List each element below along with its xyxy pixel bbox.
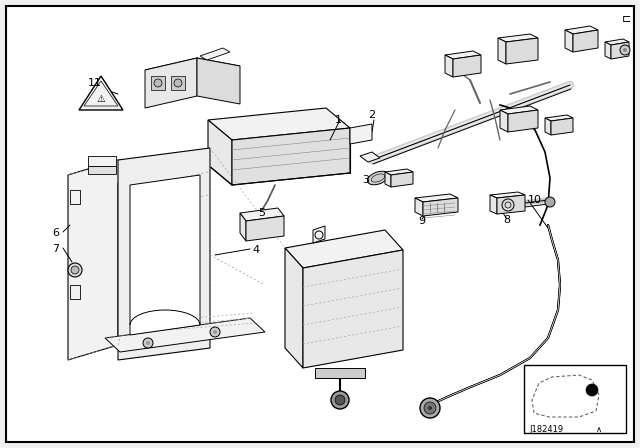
Bar [70,285,80,299]
Text: 7: 7 [52,244,59,254]
Polygon shape [611,42,629,59]
Polygon shape [545,115,573,121]
Circle shape [428,406,432,410]
Polygon shape [573,30,598,52]
Polygon shape [285,248,303,368]
Circle shape [210,327,220,337]
Circle shape [68,263,82,277]
Bar [151,76,165,90]
Text: 2: 2 [368,110,375,120]
Text: J182419: J182419 [529,425,563,434]
Polygon shape [197,58,240,104]
Polygon shape [118,148,210,360]
Polygon shape [385,169,413,175]
Text: 10: 10 [528,195,542,205]
Ellipse shape [367,171,388,185]
Text: 5: 5 [258,208,265,218]
Polygon shape [232,128,350,185]
Polygon shape [303,250,403,368]
Polygon shape [385,172,391,187]
Polygon shape [508,110,538,132]
Text: 8: 8 [503,215,510,225]
Text: 3: 3 [362,175,369,185]
Polygon shape [605,39,629,45]
Polygon shape [360,152,380,162]
Text: 6: 6 [52,228,59,238]
Polygon shape [565,30,573,52]
Polygon shape [79,76,123,110]
Bar [88,156,116,166]
Circle shape [620,45,630,55]
Polygon shape [145,58,197,108]
Polygon shape [208,120,232,185]
Bar [171,76,185,90]
Circle shape [623,48,627,52]
Polygon shape [285,230,403,268]
Polygon shape [246,216,284,241]
Polygon shape [105,318,265,352]
Polygon shape [423,198,458,216]
Polygon shape [415,198,423,216]
Polygon shape [500,106,538,114]
Circle shape [143,338,153,348]
Polygon shape [240,213,246,241]
Polygon shape [545,118,551,135]
Polygon shape [565,26,598,34]
Polygon shape [415,194,458,202]
Text: ∧: ∧ [596,425,602,434]
Polygon shape [498,34,538,42]
Circle shape [71,266,79,274]
Circle shape [424,402,436,414]
Polygon shape [445,51,481,59]
Polygon shape [445,55,453,77]
Text: ⚠: ⚠ [97,94,106,104]
Circle shape [213,330,217,334]
Text: ⊏: ⊏ [621,14,630,24]
Polygon shape [200,48,230,60]
Polygon shape [68,160,162,360]
Text: 9: 9 [418,216,425,226]
Circle shape [545,197,555,207]
Polygon shape [130,175,200,335]
Circle shape [335,395,345,405]
Polygon shape [490,195,497,214]
Circle shape [154,79,162,87]
Polygon shape [497,195,525,214]
Bar [88,166,116,174]
Circle shape [586,384,598,396]
Polygon shape [313,226,325,243]
Polygon shape [145,58,240,78]
Polygon shape [350,124,372,144]
Polygon shape [551,118,573,135]
Polygon shape [391,172,413,187]
Polygon shape [240,208,284,221]
Polygon shape [490,192,525,198]
Circle shape [331,391,349,409]
Text: 4: 4 [252,245,259,255]
Bar [524,365,626,433]
Circle shape [174,79,182,87]
Text: 11: 11 [88,78,102,88]
Bar [315,368,365,378]
Polygon shape [605,42,611,59]
Bar [70,190,80,204]
Polygon shape [498,38,506,64]
Polygon shape [506,38,538,64]
Circle shape [146,341,150,345]
Text: 1: 1 [335,115,342,125]
Polygon shape [453,55,481,77]
Polygon shape [500,110,508,132]
Polygon shape [208,108,350,140]
Circle shape [420,398,440,418]
